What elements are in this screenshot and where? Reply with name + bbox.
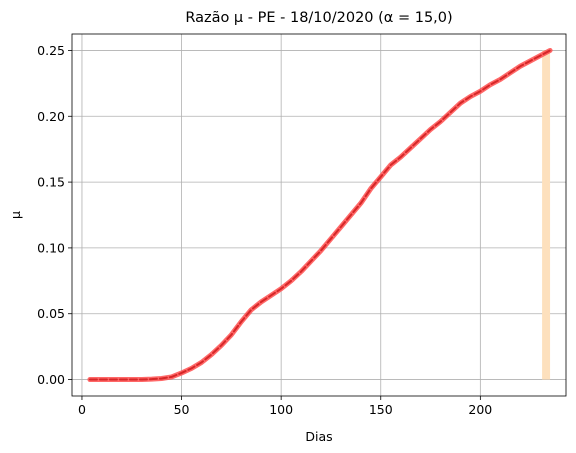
y-tick-label: 0.10 — [37, 240, 65, 255]
series-line-solid — [87, 47, 553, 383]
x-axis-ticks: 0 50 100 150 200 — [78, 396, 492, 417]
grid — [72, 34, 566, 396]
x-tick-label: 200 — [468, 402, 492, 417]
highlight-band-layer — [542, 50, 551, 380]
x-tick-label: 150 — [369, 402, 393, 417]
series-layer — [87, 47, 553, 383]
x-axis-title: Dias — [305, 429, 332, 444]
y-tick-label: 0.15 — [37, 175, 65, 190]
y-tick-label: 0.25 — [37, 43, 65, 58]
x-tick-label: 50 — [174, 402, 190, 417]
chart-title: Razão μ - PE - 18/10/2020 (α = 15,0) — [185, 10, 452, 26]
y-tick-label: 0.00 — [37, 372, 65, 387]
y-tick-label: 0.05 — [37, 306, 65, 321]
x-tick-label: 100 — [269, 402, 293, 417]
y-tick-label: 0.20 — [37, 109, 65, 124]
highlight-band — [542, 50, 551, 380]
x-tick-label: 0 — [78, 402, 86, 417]
y-axis-ticks: 0.00 0.05 0.10 0.15 0.20 0.25 — [37, 43, 72, 387]
y-axis-title: μ — [8, 211, 23, 219]
plot-frame — [71, 33, 567, 397]
series-line-dashed — [88, 49, 552, 381]
